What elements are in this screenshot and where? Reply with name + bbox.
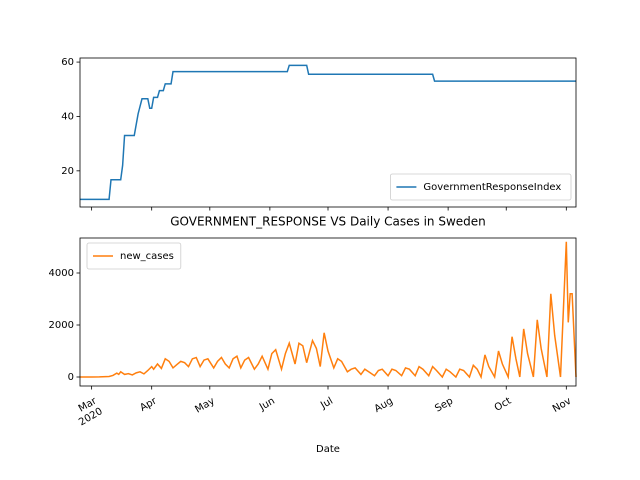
legend: GovernmentResponseIndex [389, 173, 572, 201]
x-tick-label: Oct [493, 396, 514, 414]
y-tick-label: 40 [61, 111, 74, 122]
legend-label: new_cases [120, 251, 174, 262]
x-tick-label: Jun [257, 396, 277, 414]
y-tick-label: 0 [68, 372, 74, 383]
x-tick-label: Apr [138, 395, 159, 414]
legend-label: GovernmentResponseIndex [423, 182, 561, 193]
x-tick-label-line: Sep [433, 396, 455, 415]
y-tick-label: 60 [61, 57, 74, 68]
x-tick-label: Aug [373, 396, 395, 415]
x-tick-label-line: May [193, 396, 216, 416]
legend-box [389, 173, 572, 201]
x-tick-label: Nov [551, 396, 573, 415]
x-tick-label-line: Apr [138, 395, 159, 414]
data-line [80, 64, 576, 201]
x-tick-label-line: Oct [493, 396, 514, 414]
x-tick-label: Jul [318, 396, 335, 412]
x-tick-label: May [193, 396, 216, 416]
x-tick-label: Mar2020 [71, 395, 105, 428]
x-tick-label-line: Jul [318, 396, 335, 412]
x-tick-label-line: Jun [257, 396, 277, 414]
x-tick-label: Sep [433, 396, 455, 415]
y-tick-label: 2000 [49, 320, 74, 331]
data-line [80, 241, 577, 380]
chart-title: GOVERNMENT_RESPONSE VS Daily Cases in Sw… [170, 215, 486, 229]
y-tick-label: 20 [61, 166, 74, 177]
x-tick-label-line: Aug [373, 396, 395, 415]
y-tick-label: 4000 [49, 268, 74, 279]
legend-box [86, 242, 182, 270]
legend: new_cases [86, 242, 182, 270]
x-axis-label: Date [316, 444, 340, 455]
x-tick-label-line: Nov [551, 396, 573, 415]
